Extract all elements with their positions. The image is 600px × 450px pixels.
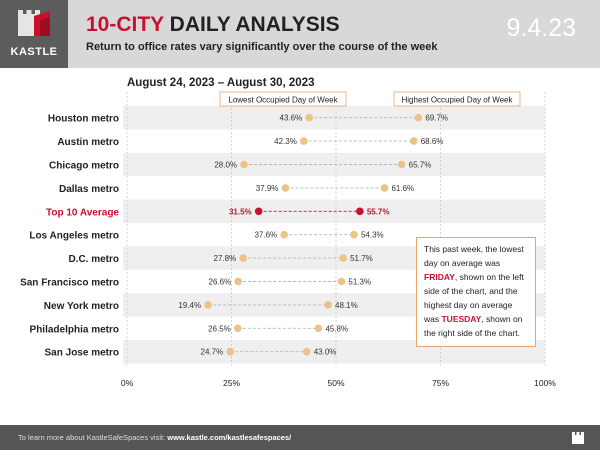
x-tick-label: 100% (534, 378, 556, 388)
title-rest: DAILY ANALYSIS (163, 13, 340, 36)
high-value-label: 51.3% (348, 278, 371, 287)
low-value-label: 27.8% (214, 254, 237, 263)
low-value-label: 37.6% (254, 231, 277, 240)
high-value-label: 54.3% (361, 231, 384, 240)
low-dot (239, 254, 248, 262)
category-label: New York metro (44, 301, 119, 312)
high-dot (356, 207, 364, 216)
row-band (123, 152, 545, 177)
low-dot (281, 184, 290, 192)
category-label: Los Angeles metro (29, 231, 119, 242)
annotation-box: This past week, the lowest day on averag… (416, 237, 536, 347)
footer-link[interactable]: www.kastle.com/kastlesafespaces/ (167, 433, 292, 442)
note-text-1: This past week, the lowest day on averag… (424, 244, 524, 268)
report-date: 9.4.23 (506, 14, 576, 42)
note-high-day: TUESDAY (441, 314, 482, 324)
footer-text: To learn more about KastleSafeSpaces vis… (18, 433, 291, 442)
footer-bar: To learn more about KastleSafeSpaces vis… (0, 425, 600, 450)
high-dot (380, 184, 389, 192)
note-text-2: , shown on the left side of the chart, a… (424, 272, 524, 324)
legend-high: Highest Occupied Day of Week (401, 96, 513, 105)
x-tick-label: 75% (432, 378, 449, 388)
low-value-label: 26.6% (209, 278, 232, 287)
low-value-label: 24.7% (201, 348, 224, 357)
low-dot (280, 230, 288, 239)
high-dot (302, 347, 311, 356)
low-value-label: 31.5% (229, 207, 252, 216)
dumbbell-chart: Lowest Occupied Day of Week Highest Occup… (20, 91, 556, 388)
high-value-label: 45.8% (325, 324, 348, 333)
low-value-label: 37.9% (256, 184, 279, 193)
x-tick-label: 25% (223, 378, 240, 388)
high-value-label: 65.7% (409, 161, 432, 170)
low-value-label: 28.0% (214, 161, 237, 170)
high-dot (339, 254, 347, 262)
high-dot (397, 160, 406, 169)
low-dot (204, 301, 212, 309)
kastle-logo: KASTLE (0, 0, 68, 68)
category-label: Austin metro (57, 137, 119, 148)
castle-small-icon (572, 432, 584, 444)
high-dot (414, 113, 423, 122)
high-value-label: 68.6% (421, 137, 444, 146)
legend-low-box (219, 91, 347, 107)
low-dot (254, 207, 263, 216)
legend-low: Lowest Occupied Day of Week (228, 96, 338, 105)
x-tick-label: 0% (121, 378, 134, 388)
category-label: San Jose metro (45, 348, 119, 359)
footer-lead: To learn more about KastleSafeSpaces vis… (18, 433, 168, 442)
low-dot (300, 137, 308, 145)
brand-name: KASTLE (10, 46, 58, 58)
high-value-label: 48.1% (335, 301, 358, 310)
category-label: Houston metro (48, 114, 119, 125)
high-dot (324, 301, 332, 309)
high-value-label: 55.7% (367, 207, 390, 216)
note-text-3: , shown on the right side of the chart. (424, 314, 523, 338)
legend-high-box (393, 91, 521, 107)
low-dot (234, 277, 242, 286)
low-dot (233, 324, 242, 333)
x-tick-label: 50% (327, 378, 344, 388)
high-value-label: 61.6% (391, 184, 414, 193)
note-low-day: FRIDAY (424, 272, 455, 282)
low-dot (240, 160, 248, 169)
high-value-label: 51.7% (350, 254, 373, 263)
row-band (123, 106, 545, 130)
high-dot (337, 277, 346, 286)
category-label: D.C. metro (68, 254, 119, 265)
high-dot (350, 230, 358, 239)
high-value-label: 69.7% (425, 114, 448, 123)
castle-icon (18, 10, 50, 36)
high-dot (314, 324, 323, 333)
header-bar: KASTLE 10-CITY DAILY ANALYSIS Return to … (0, 0, 600, 68)
low-dot (305, 113, 314, 122)
category-label: San Francisco metro (20, 278, 119, 289)
category-label: Dallas metro (59, 184, 119, 195)
category-label: Philadelphia metro (30, 324, 119, 335)
low-value-label: 42.3% (274, 137, 297, 146)
low-value-label: 26.5% (208, 324, 231, 333)
date-range: August 24, 2023 – August 30, 2023 (127, 77, 315, 89)
page-subtitle: Return to office rates vary significantl… (86, 41, 438, 53)
low-value-label: 19.4% (178, 301, 201, 310)
low-value-label: 43.6% (280, 114, 303, 123)
category-label: Top 10 Average (46, 207, 119, 218)
high-dot (409, 137, 418, 145)
page-title: 10-CITY DAILY ANALYSIS (86, 13, 340, 37)
high-value-label: 43.0% (314, 348, 337, 357)
low-dot (226, 347, 235, 356)
category-label: Chicago metro (49, 161, 119, 172)
title-accent: 10-CITY (86, 13, 164, 36)
